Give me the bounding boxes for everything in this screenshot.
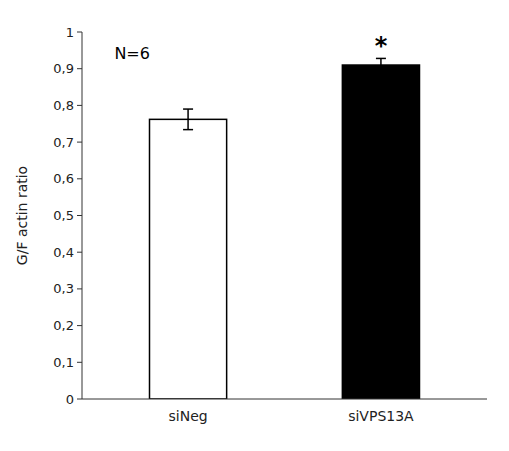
- y-axis-label: G/F actin ratio: [14, 166, 30, 265]
- y-tick: [77, 32, 82, 33]
- error-stem: [187, 109, 189, 130]
- y-tick: [77, 252, 82, 253]
- bar: [342, 65, 419, 399]
- y-tick: [77, 399, 82, 400]
- y-tick-label: 0,2: [53, 318, 74, 333]
- plot-area: [150, 58, 420, 399]
- annotation: N=6: [114, 44, 150, 63]
- error-cap: [183, 129, 193, 131]
- y-tick: [77, 68, 82, 69]
- y-tick-label: 0,5: [53, 208, 74, 223]
- y-tick-label: 0,4: [53, 245, 74, 260]
- y-tick-label: 0,3: [53, 281, 74, 296]
- y-tick-label: 0,9: [53, 61, 74, 76]
- y-tick: [77, 105, 82, 106]
- y-tick: [77, 362, 82, 363]
- chart: 0 0,1 0,2 0,3 0,4 0,5 0,6 0,7 0,8 0,9 1 siNeg siVPS1…: [0, 0, 509, 451]
- y-tick-label: 1: [66, 25, 74, 40]
- y-tick-label: 0,7: [53, 135, 74, 150]
- x-tick-label: siVPS13A: [348, 408, 414, 424]
- y-tick: [77, 178, 82, 179]
- y-tick-label: 0,6: [53, 171, 74, 186]
- error-bar: [183, 109, 193, 130]
- chart-container: 0 0,1 0,2 0,3 0,4 0,5 0,6 0,7 0,8 0,9 1 siNeg siVPS1…: [0, 0, 509, 451]
- y-tick-label: 0,1: [53, 355, 74, 370]
- y-tick-label: 0,8: [53, 98, 74, 113]
- significance-label: *: [375, 32, 388, 60]
- y-tick-label: 0: [66, 392, 74, 407]
- axes: 0 0,1 0,2 0,3 0,4 0,5 0,6 0,7 0,8 0,9 1 siNeg siVPS1…: [53, 25, 487, 425]
- y-tick: [77, 215, 82, 216]
- x-axis-line: [82, 399, 487, 400]
- y-tick: [77, 288, 82, 289]
- error-cap: [183, 108, 193, 110]
- bar: [150, 119, 227, 399]
- error-cap: [376, 71, 386, 73]
- y-tick: [77, 325, 82, 326]
- y-tick: [77, 142, 82, 143]
- x-tick-label: siNeg: [168, 408, 207, 424]
